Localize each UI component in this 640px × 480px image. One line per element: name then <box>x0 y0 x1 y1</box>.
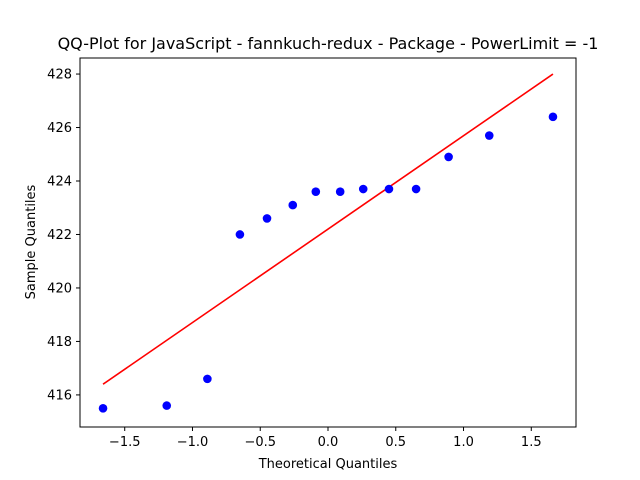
data-point <box>444 152 453 162</box>
data-point <box>235 230 245 239</box>
y-tick-label: 428 <box>47 68 72 83</box>
data-point <box>162 401 172 410</box>
y-tick-label: 416 <box>47 388 72 403</box>
data-point <box>484 131 494 140</box>
x-tick-label: −1.0 <box>177 435 209 450</box>
x-tick-label: 0.5 <box>385 435 406 450</box>
y-tick-label: 426 <box>47 121 72 136</box>
x-tick-label: −1.5 <box>109 435 141 450</box>
y-tick-label: 422 <box>47 228 72 243</box>
x-axis-label: Theoretical Quantiles <box>258 457 398 472</box>
data-point <box>358 184 368 194</box>
x-axis: −1.5 −1.0 −0.5 0.0 0.5 1.0 1.5 <box>109 427 542 450</box>
plot-area <box>98 73 558 413</box>
data-point <box>262 214 272 223</box>
data-point <box>98 403 108 413</box>
y-tick-label: 420 <box>47 281 72 296</box>
data-point <box>311 187 321 196</box>
y-tick-label: 424 <box>47 175 72 190</box>
y-axis-label: Sample Quantiles <box>24 184 39 299</box>
data-point <box>384 184 394 194</box>
y-tick-label: 418 <box>47 335 72 350</box>
data-point <box>288 200 298 210</box>
data-point <box>548 112 558 122</box>
data-point <box>203 374 212 384</box>
data-point <box>411 184 421 194</box>
x-tick-label: −0.5 <box>244 435 276 450</box>
chart-title: QQ-Plot for JavaScript - fannkuch-redux … <box>58 34 599 53</box>
data-point <box>335 187 345 196</box>
x-tick-label: 0.0 <box>318 435 339 450</box>
y-axis: 416 418 420 422 424 426 428 <box>47 68 80 403</box>
x-tick-label: 1.0 <box>453 435 474 450</box>
reference-line <box>102 73 554 385</box>
x-tick-label: 1.5 <box>521 435 542 450</box>
